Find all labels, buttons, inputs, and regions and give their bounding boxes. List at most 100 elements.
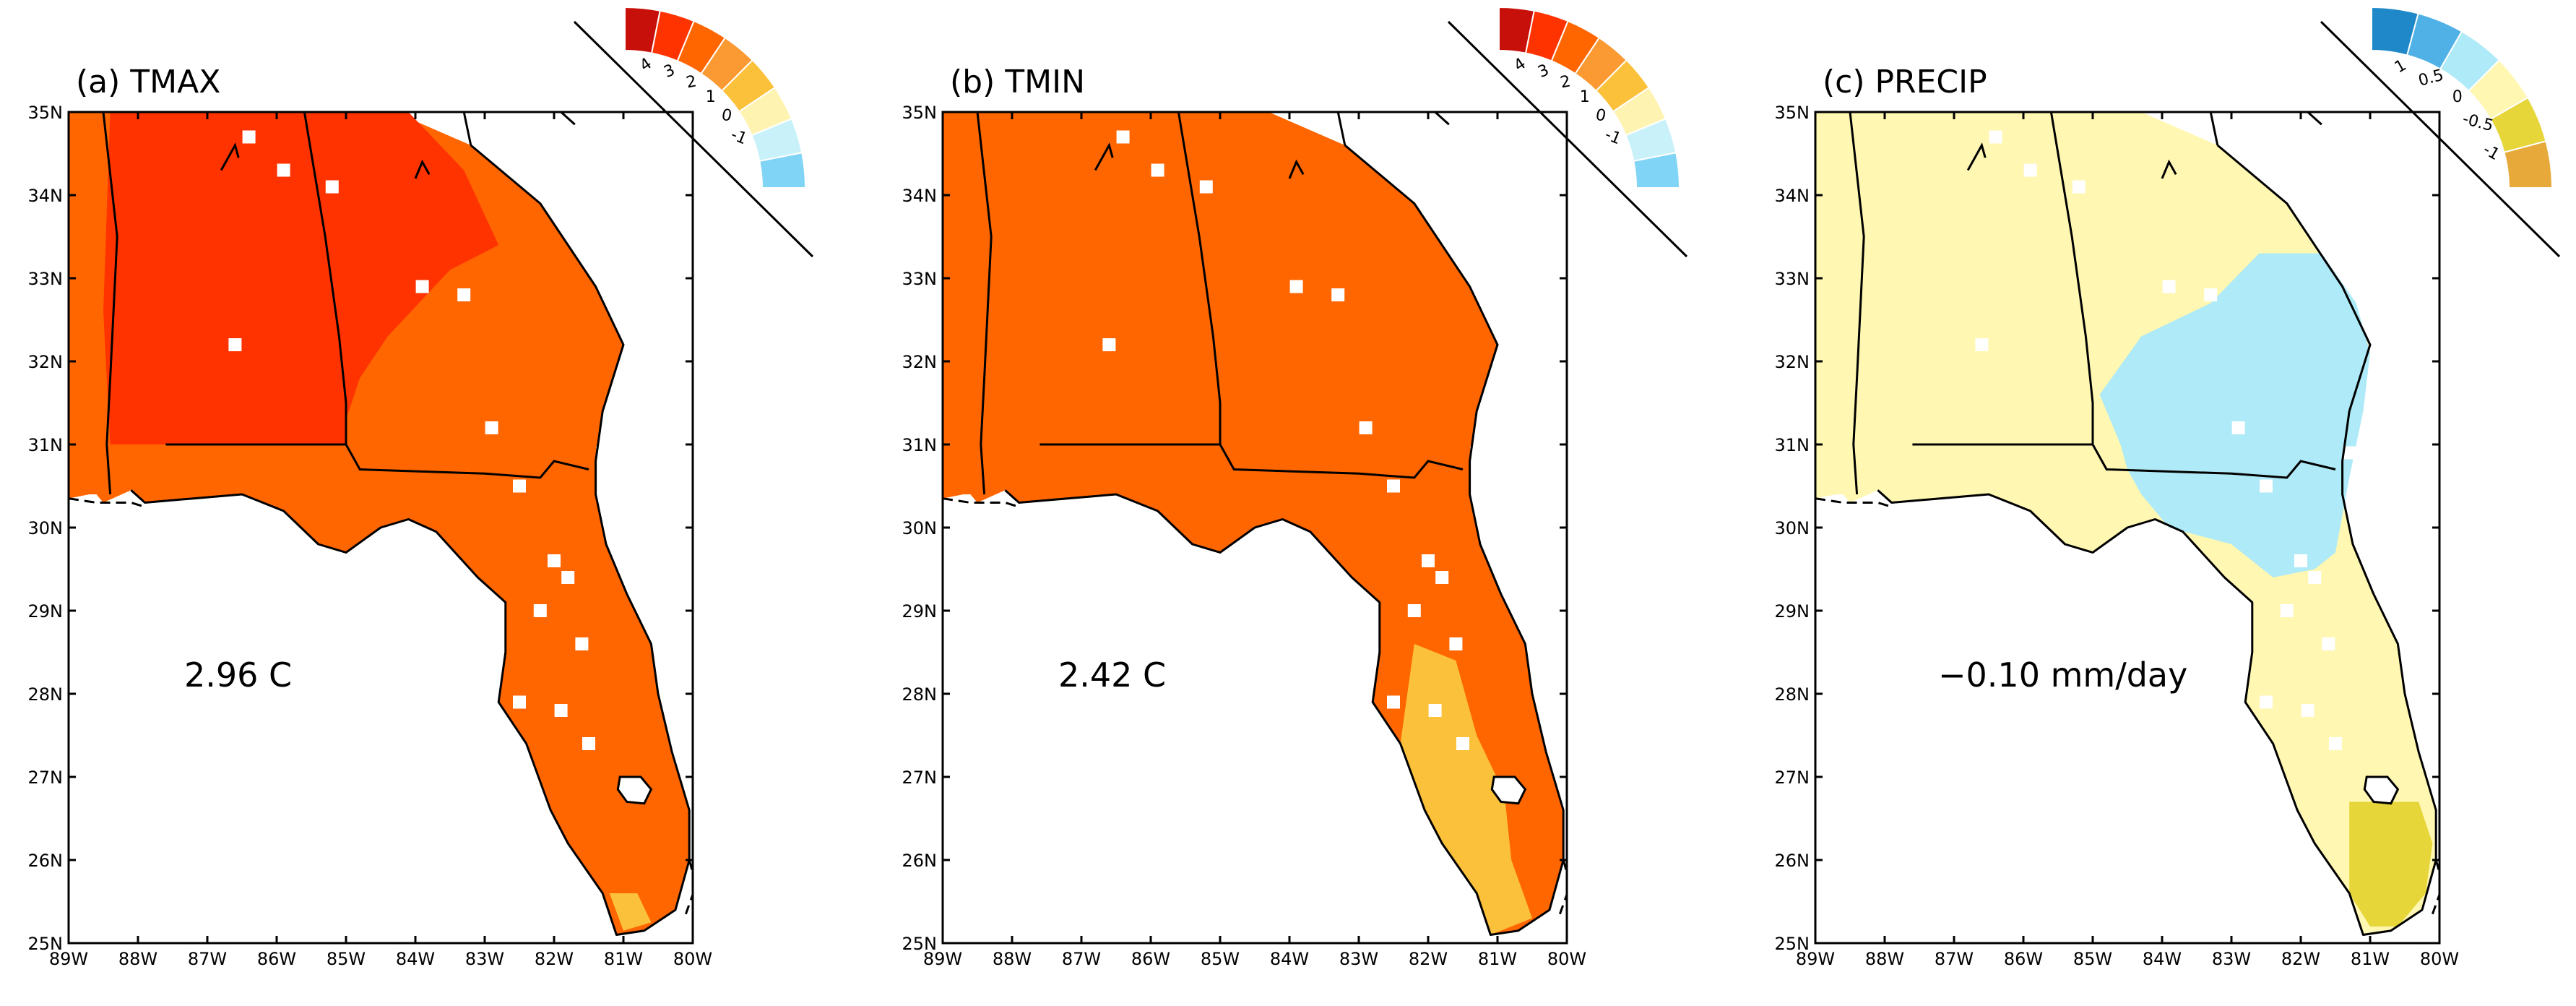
state-border (1336, 112, 1347, 146)
state-border (462, 112, 472, 146)
map-area (943, 112, 1567, 936)
coastline-dashed (1558, 859, 1567, 915)
state-border (2307, 112, 2322, 126)
missing-cell (1289, 280, 1303, 293)
missing-cell (1470, 446, 1484, 460)
lon-tick-label: 80W (1547, 949, 1586, 969)
missing-cell (2204, 288, 2218, 301)
map-area (69, 112, 693, 936)
lake (2363, 775, 2400, 805)
lat-tick-label: 26N (28, 851, 64, 871)
lat-tick-label: 35N (902, 103, 938, 123)
lake (1490, 775, 1527, 805)
lon-tick-label: 88W (993, 949, 1032, 969)
lon-tick-label: 85W (2073, 949, 2112, 969)
lat-tick-label: 35N (28, 103, 64, 123)
legend-label: 3 (662, 61, 678, 82)
lat-tick-label: 32N (1775, 352, 1810, 372)
state-border (2209, 112, 2219, 146)
missing-cell (561, 571, 575, 584)
lon-tick-label: 82W (535, 949, 574, 969)
missing-cell (2294, 554, 2307, 567)
missing-cell (1359, 421, 1373, 434)
coastline-dashed (943, 497, 1020, 508)
legend-label: -1 (1602, 126, 1624, 148)
lon-tick-label: 82W (1409, 949, 1448, 969)
lon-tick-label: 82W (2281, 949, 2320, 969)
lon-tick-label: 85W (327, 949, 366, 969)
lat-tick-label: 33N (28, 269, 64, 289)
panel-title: (a) TMAX (76, 64, 220, 100)
legend-label: 1 (706, 88, 716, 106)
lat-tick-label: 34N (902, 186, 938, 206)
lat-tick-label: 32N (902, 352, 938, 372)
missing-cell (1449, 637, 1463, 650)
lat-tick-label: 30N (28, 518, 64, 538)
coastline-dashed (69, 497, 146, 508)
missing-cell (2280, 604, 2294, 617)
lat-tick-label: 31N (902, 435, 938, 455)
lon-tick-label: 86W (2004, 949, 2043, 969)
missing-cell (548, 554, 561, 567)
shaded-region-dry (2349, 801, 2433, 927)
missing-cell (1428, 704, 1442, 717)
panel-b: 25N 26N 27N 28N 29N 30N 31N 32N 33N 34N 35N 89W 88W 8… (902, 6, 1688, 969)
missing-cell (415, 280, 429, 293)
state-border (102, 112, 118, 495)
missing-cell (2231, 421, 2245, 434)
shaded-region-low (609, 893, 652, 931)
missing-cell (2329, 737, 2342, 750)
lake (414, 159, 431, 179)
legend-label: -1 (728, 126, 750, 148)
lon-tick-label: 83W (2212, 949, 2251, 969)
missing-cell (2072, 180, 2086, 194)
legend-label: 0 (720, 106, 734, 126)
missing-cell (2260, 695, 2273, 709)
lat-tick-label: 33N (1775, 269, 1810, 289)
missing-cell (1331, 288, 1345, 301)
missing-cell (596, 446, 610, 460)
coastline-dashed (1815, 497, 1893, 508)
panel-c: 25N 26N 27N 28N 29N 30N 31N 32N 33N 34N 35N 89W 88W 8… (1775, 6, 2561, 969)
coastline (130, 144, 691, 936)
missing-cell (1975, 338, 1989, 351)
lon-tick-label: 89W (1796, 949, 1835, 969)
state-border (1912, 443, 2336, 479)
missing-cell (575, 637, 589, 650)
missing-cell (2260, 479, 2273, 493)
missing-cell (228, 338, 242, 351)
lat-tick-label: 31N (1775, 435, 1810, 455)
state-border (1040, 443, 1464, 479)
lon-tick-label: 83W (1339, 949, 1378, 969)
legend-divider (573, 20, 814, 258)
lat-tick-label: 26N (902, 851, 938, 871)
legend-divider (1447, 20, 1688, 258)
missing-cell (2162, 280, 2176, 293)
missing-cell (513, 695, 526, 709)
missing-cell (2301, 704, 2314, 717)
missing-cell (1435, 571, 1449, 584)
missing-cell (1199, 180, 1213, 194)
lake (1288, 159, 1305, 179)
lon-tick-label: 87W (1935, 949, 1974, 969)
missing-cell (554, 704, 568, 717)
legend-divider (2320, 20, 2561, 258)
lat-tick-label: 25N (1775, 934, 1810, 954)
legend-label: 4 (1510, 55, 1529, 76)
legend-swatch (1633, 152, 1681, 189)
lon-tick-label: 80W (2420, 949, 2459, 969)
coastline-dashed (2431, 859, 2439, 915)
legend-label: 1 (1580, 88, 1590, 106)
state-border (165, 443, 589, 479)
legend-label: 2 (1559, 72, 1573, 92)
lat-tick-label: 30N (902, 518, 938, 538)
shaded-region-high (103, 112, 499, 444)
state-border (976, 112, 993, 495)
lon-tick-label: 83W (465, 949, 504, 969)
missing-cell (1081, 496, 1095, 510)
missing-cell (2343, 446, 2356, 460)
legend-label: 0.5 (2416, 66, 2445, 90)
state-border (560, 112, 576, 126)
